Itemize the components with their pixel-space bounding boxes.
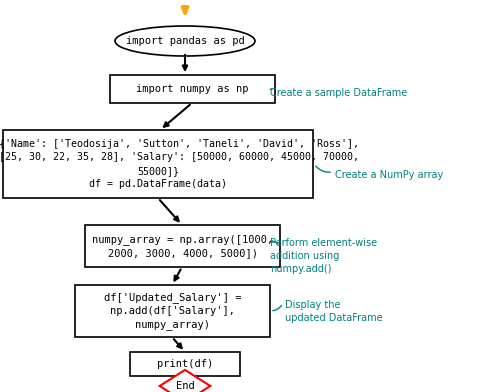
Text: import pandas as pd: import pandas as pd (126, 36, 244, 46)
Bar (85, 225, 280, 267)
Text: Create a sample DataFrame: Create a sample DataFrame (270, 88, 407, 98)
Bar (3, 130, 313, 198)
Bar (110, 75, 275, 103)
Text: import numpy as np: import numpy as np (136, 84, 249, 94)
Text: df['Updated_Salary'] =
np.add(df['Salary'],
numpy_array): df['Updated_Salary'] = np.add(df['Salary… (104, 292, 241, 330)
Text: print(df): print(df) (157, 359, 213, 369)
Text: numpy_array = np.array([1000,
2000, 3000, 4000, 5000]): numpy_array = np.array([1000, 2000, 3000… (92, 234, 273, 258)
Text: Display the
updated DataFrame: Display the updated DataFrame (285, 300, 382, 323)
Text: End: End (176, 381, 195, 391)
Text: data = {'Name': ['Teodosija', 'Sutton', 'Taneli', 'David', 'Ross'],
'Age': [25, : data = {'Name': ['Teodosija', 'Sutton', … (0, 139, 359, 189)
Bar (130, 352, 240, 376)
Text: Perform element-wise
addition using
numpy.add(): Perform element-wise addition using nump… (270, 238, 377, 274)
Polygon shape (160, 370, 210, 392)
Text: Create a NumPy array: Create a NumPy array (335, 170, 444, 180)
Bar (75, 285, 270, 337)
Ellipse shape (115, 26, 255, 56)
